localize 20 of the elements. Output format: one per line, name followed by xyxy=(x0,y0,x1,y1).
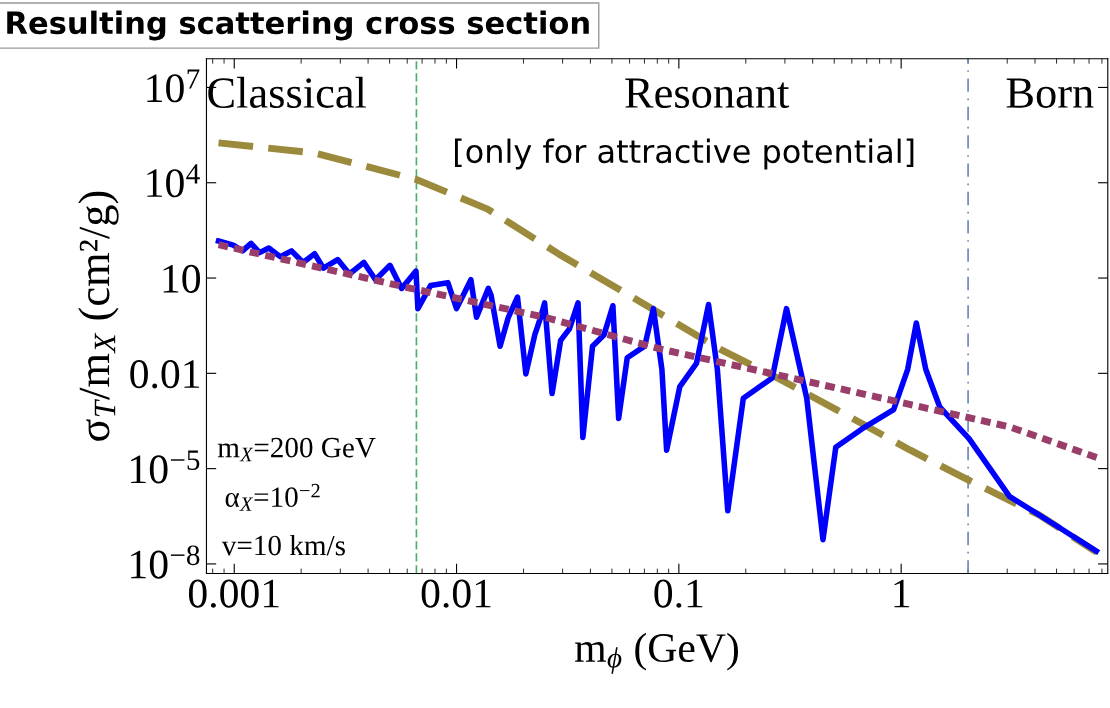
chart-title: Resulting scattering cross section xyxy=(7,10,589,41)
annotation: Resonant xyxy=(625,78,790,109)
y-tick-label: 0.01 xyxy=(130,360,200,389)
y-axis-title: σ$_{T}$/m$_{X}$ (cm²/g) xyxy=(78,191,119,441)
y-tick-label: 10$^{7}$ xyxy=(147,69,200,103)
annotation: Born xyxy=(1006,78,1094,109)
y-tick-label: 10$^{−8}$ xyxy=(131,545,200,579)
y-tick-label: 10$^{−5}$ xyxy=(131,450,200,484)
y-tick-label: 10 xyxy=(163,264,201,293)
annotation: [only for attractive potential] xyxy=(454,138,914,170)
x-axis-title: m$_{ϕ}$ (GeV) xyxy=(575,632,739,674)
annotation: α$_{X}$=10$^{−2}$ xyxy=(225,483,320,511)
annotation: Classical xyxy=(208,76,367,109)
x-tick-label: 0.01 xyxy=(421,579,491,608)
x-tick-label: 0.1 xyxy=(654,579,703,608)
x-tick-label: 0.001 xyxy=(188,579,279,608)
y-tick-label: 10$^{4}$ xyxy=(147,164,200,198)
x-tick-label: 1 xyxy=(894,579,910,608)
annotation: v=10 km/s xyxy=(221,534,345,556)
annotation: m$_{X}$=200 GeV xyxy=(217,437,376,462)
